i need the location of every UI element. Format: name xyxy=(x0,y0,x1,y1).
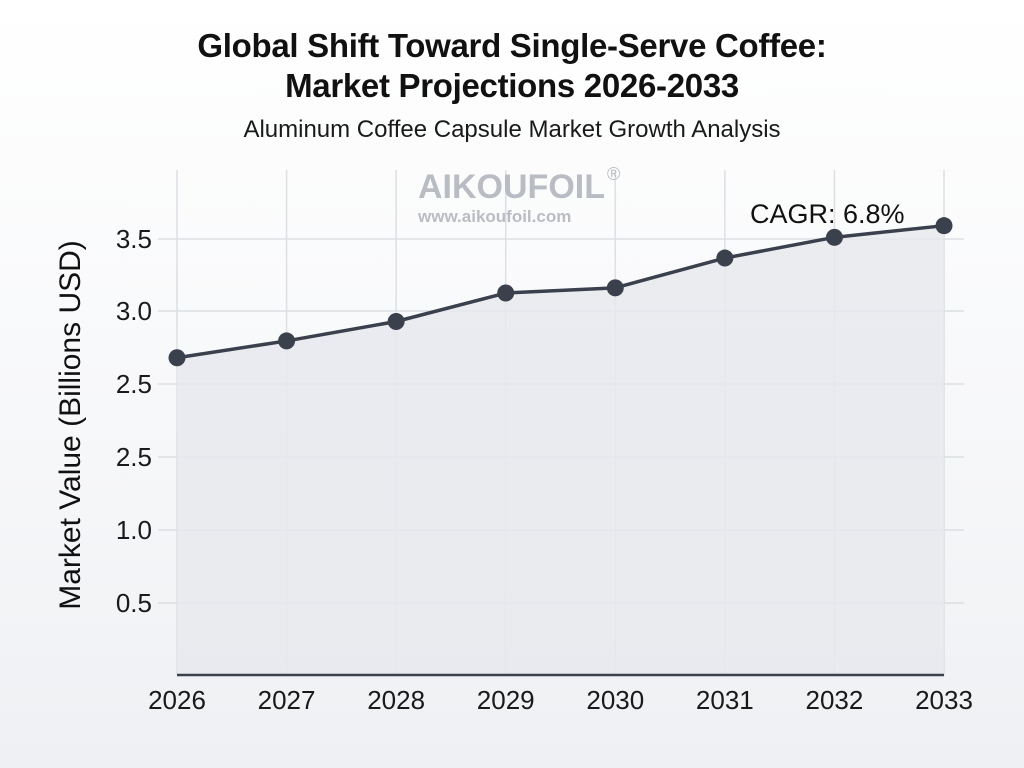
chart-title: Global Shift Toward Single-Serve Coffee:… xyxy=(0,26,1024,106)
cagr-annotation: CAGR: 6.8% xyxy=(750,199,905,229)
data-point-2030 xyxy=(606,279,624,297)
watermark: AIKOUFOIL ® www.aikoufoil.com xyxy=(417,164,620,226)
data-point-2028 xyxy=(387,313,405,330)
data-points xyxy=(168,217,953,367)
x-axis-ticks: 2026 2027 2028 2029 2030 2031 2032 2033 xyxy=(148,685,973,715)
watermark-registered-mark: ® xyxy=(607,164,620,184)
x-tick-label-2029: 2029 xyxy=(477,685,535,715)
data-point-2029 xyxy=(497,284,515,302)
data-point-2026 xyxy=(168,349,186,367)
y-axis-title: Market Value (Billions USD) xyxy=(54,240,87,610)
chart-title-line-2: Market Projections 2026-2033 xyxy=(285,67,739,104)
x-tick-label-2033: 2033 xyxy=(915,685,973,715)
area-fill xyxy=(177,225,944,675)
chart-title-line-1: Global Shift Toward Single-Serve Coffee: xyxy=(197,27,827,64)
x-tick-label-2031: 2031 xyxy=(696,685,754,715)
x-tick-label-2032: 2032 xyxy=(806,685,864,715)
data-point-2032 xyxy=(825,228,843,246)
data-point-2027 xyxy=(278,332,296,350)
y-tick-label: 1.0 xyxy=(116,515,152,545)
x-tick-label-2030: 2030 xyxy=(586,685,644,715)
x-tick-label-2028: 2028 xyxy=(367,685,425,715)
data-point-2031 xyxy=(716,249,734,267)
x-tick-label-2026: 2026 xyxy=(148,685,206,715)
chart-subtitle: Aluminum Coffee Capsule Market Growth An… xyxy=(243,116,781,143)
series-line xyxy=(176,223,945,360)
watermark-brand: AIKOUFOIL xyxy=(418,168,605,206)
y-tick-label: 2.5 xyxy=(116,442,152,472)
y-tick-label: 3.5 xyxy=(116,224,152,254)
x-tick-label-2027: 2027 xyxy=(258,685,316,715)
data-point-2033 xyxy=(935,217,953,235)
y-tick-label: 0.5 xyxy=(116,588,152,618)
y-tick-label: 3.0 xyxy=(116,296,152,326)
watermark-url: www.aikoufoil.com xyxy=(417,207,571,226)
y-axis-ticks: 3.5 3.0 2.5 2.5 1.0 0.5 xyxy=(116,224,152,618)
y-tick-label: 2.5 xyxy=(116,369,152,399)
